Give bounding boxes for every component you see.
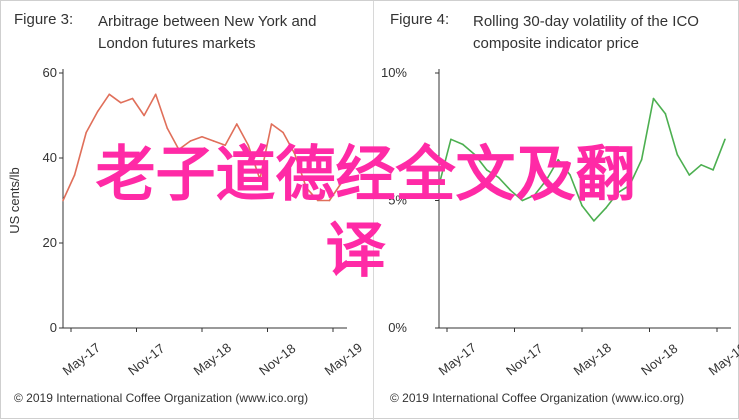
figure-4-title-line-2: composite indicator price (473, 35, 639, 52)
figure-4-data-point (462, 143, 464, 146)
figure-3-data-point (328, 199, 331, 202)
figure-4-x-tick-label: Nov-17 (503, 341, 545, 379)
figure-3-data-point (259, 178, 261, 181)
figure-4-data-point (485, 169, 488, 171)
figure-3-data-point (247, 144, 250, 147)
figure-3-data-point (131, 97, 134, 100)
figure-4-data-point (521, 199, 524, 202)
figure-4-chart: 0% 5% 10% May-17 Nov-17 May-18 Nov-18 May-19 (381, 65, 739, 379)
figure-3-x-tick-label: May-18 (191, 340, 234, 379)
figure-4-data-point (509, 189, 512, 192)
figure-4-series-line (438, 97, 726, 222)
figure-4-data-point (700, 164, 702, 166)
figure-3-title: Arbitrage between New York and London fu… (98, 11, 368, 55)
figure-3-data-point (317, 199, 319, 202)
figure-4-x-tick-label: May-18 (571, 340, 614, 379)
figure-3-y-tick-label: 40 (43, 150, 57, 165)
figure-4-panel: Figure 4: Rolling 30-day volatility of t… (373, 1, 739, 420)
figure-4-data-point (473, 153, 476, 156)
figure-3-title-line-1: Arbitrage between New York and (98, 13, 317, 30)
figure-4-data-point (688, 174, 691, 176)
figure-3-data-point (143, 114, 145, 117)
figure-3-y-tick-label: 20 (43, 235, 57, 250)
figure-3-y-tick-label: 60 (43, 65, 57, 80)
figure-3-data-point (154, 93, 157, 96)
figure-3-data-point (178, 148, 180, 151)
figure-4-y-tick-label: 10% (381, 65, 407, 80)
figure-4-data-point (569, 174, 571, 176)
figure-4-label: Figure 4: (390, 11, 450, 28)
figure-3-x-tick-label: May-19 (322, 340, 365, 379)
figure-3-data-point (73, 174, 76, 176)
figure-3-chart: 0 20 40 60 US cents/lb May-17 Nov-17 May-18 Nov-… (7, 65, 365, 379)
figure-4-data-point (676, 153, 679, 156)
figure-4-data-point (724, 138, 726, 141)
figure-4-title: Rolling 30-day volatility of the ICO com… (473, 11, 735, 55)
figure-4-data-point (581, 204, 583, 207)
figure-3-title-line-2: London futures markets (98, 35, 256, 52)
figure-3-data-point (85, 131, 87, 134)
figure-4-data-point (628, 184, 631, 186)
figure-3-data-point (166, 127, 169, 130)
figure-4-data-point (605, 207, 607, 209)
figure-3-data-point (201, 135, 203, 138)
figure-4-data-point (664, 113, 667, 115)
figure-3-data-point (108, 93, 111, 96)
figure-4-data-point (450, 138, 452, 141)
figure-3-x-tick-label: May-17 (60, 340, 103, 379)
panel-divider (373, 1, 374, 420)
figure-3-x-tick-label: Nov-18 (256, 341, 298, 379)
figure-3-y-tick-label: 0 (50, 320, 57, 335)
figure-4-title-line-1: Rolling 30-day volatility of the ICO (473, 13, 699, 30)
figure-3-x-tick-label: Nov-17 (125, 341, 167, 379)
figure-3-series-line (62, 93, 342, 202)
figure-4-data-point (497, 176, 500, 179)
figure-3-data-point (212, 140, 215, 142)
figure-4-data-point (533, 194, 536, 197)
figure-3-y-axis-label: US cents/lb (7, 167, 22, 233)
figure-3-data-point (62, 199, 64, 202)
figure-4-data-point (545, 179, 548, 181)
figure-4-x-tick-label: May-17 (436, 340, 479, 379)
figure-3-source: © 2019 International Coffee Organization… (14, 391, 309, 405)
figure-3-data-point (270, 123, 273, 125)
figure-3-data-point (235, 123, 238, 125)
figure-4-data-point (438, 184, 440, 186)
figure-3-data-point (340, 182, 342, 185)
figure-3-label: Figure 3: (14, 11, 74, 28)
figure-3-data-point (305, 186, 308, 189)
figure-4-data-point (652, 97, 655, 100)
figure-4-source: © 2019 International Coffee Organization… (390, 391, 685, 405)
figure-3-data-point (293, 152, 296, 155)
figure-3-data-point (189, 140, 192, 142)
figure-4-x-tick-label: May-19 (706, 340, 739, 379)
figure-3-data-point (282, 131, 284, 134)
figure-3-data-point (96, 110, 99, 113)
figure-4-data-point (640, 158, 643, 161)
figure-3-data-point (120, 101, 122, 104)
figure-4-data-point (712, 169, 714, 171)
figure-4-y-tick-label: 0% (388, 320, 407, 335)
figure-4-y-tick-label: 5% (388, 193, 407, 208)
figure-3-data-point (224, 144, 226, 147)
figure-4-data-point (616, 192, 619, 194)
figure-4-x-tick-label: Nov-18 (638, 341, 680, 379)
figure-3-panel: Figure 3: Arbitrage between New York and… (1, 1, 373, 420)
figure-4-data-point (557, 158, 559, 161)
figure-4-data-point (593, 220, 595, 222)
